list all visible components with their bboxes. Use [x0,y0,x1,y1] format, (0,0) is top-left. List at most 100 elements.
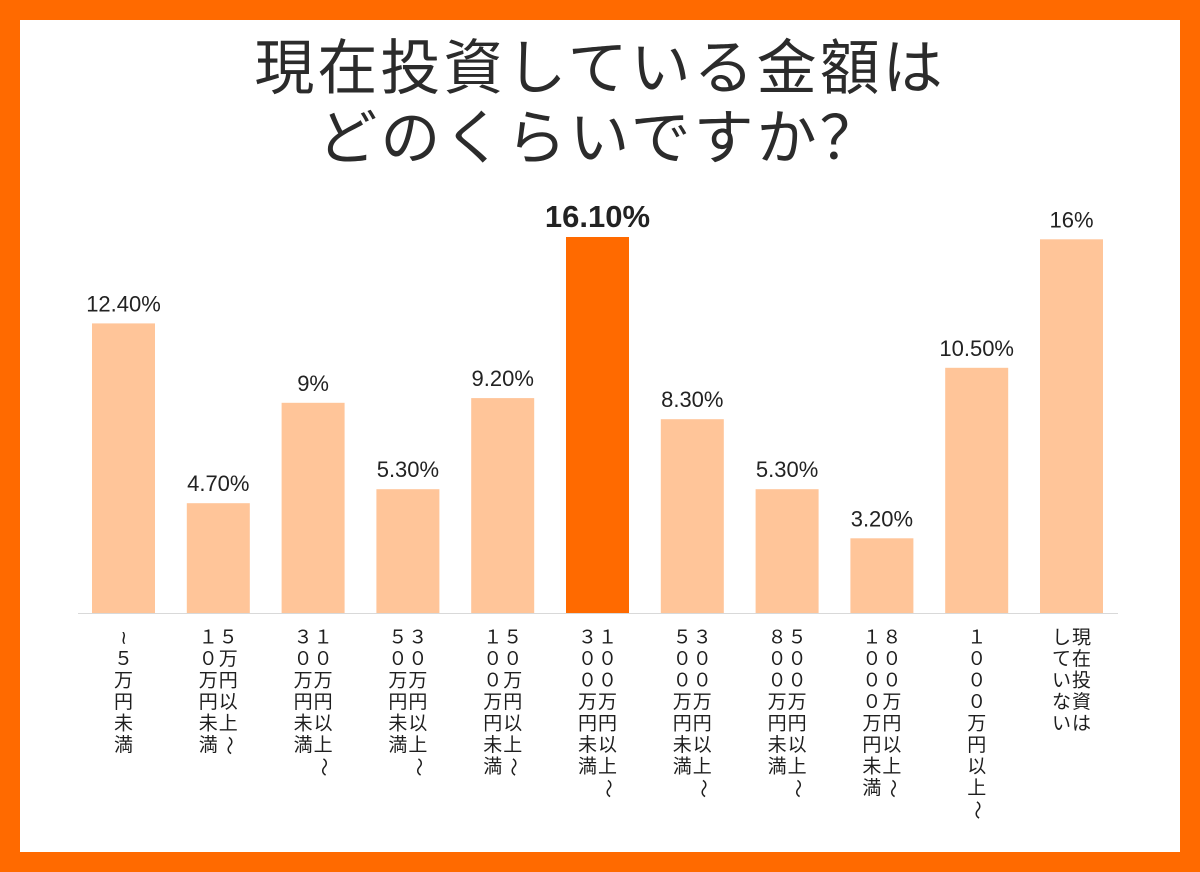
category-label-8-0-char-1: ０ [882,648,901,670]
category-label-5-1-char-6: 満 [578,756,597,778]
category-label-6-0-char-7: ～ [692,779,714,798]
category-label-1-0-char-2: 円 [219,670,238,692]
category-label-7-0-char-6: 上 [788,756,807,778]
category-label-3-0-char-6: ～ [407,757,429,776]
category-label-7-1-char-6: 満 [768,756,787,778]
bar-3 [376,489,440,613]
category-label-7-0-char-1: ０ [788,648,807,670]
category-label-8-0-char-7: ～ [881,779,903,798]
category-label-4-0-char-3: 円 [503,691,522,713]
category-label-10-0-char-1: 在 [1072,648,1091,670]
category-label-3-0-char-1: ０ [408,648,427,670]
category-label-7-0-char-0: ５ [788,627,807,649]
category-label-2-0-char-5: 上 [314,734,333,756]
category-label-0-0-char-2: 万 [114,670,133,692]
category-label-3-0-char-4: 以 [408,713,427,735]
category-label-4-1-char-1: ０ [483,648,502,670]
category-label-6-1-char-5: 未 [673,734,692,756]
category-label-7-1-char-5: 未 [768,734,787,756]
category-label-5-0-char-3: 万 [598,691,617,713]
category-label-5-1-char-5: 未 [578,734,597,756]
category-label-5-1-char-4: 円 [578,713,597,735]
category-label-3-1-char-0: ５ [388,627,407,649]
bar-9 [945,367,1009,613]
category-label-3-1-char-1: ０ [388,648,407,670]
data-label-10: 16% [1049,207,1093,232]
category-label-5-0-char-2: ０ [598,670,617,692]
data-label-1: 4.70% [187,471,249,496]
category-label-10-1-char-0: し [1052,627,1071,649]
category-label-10-0-char-0: 現 [1072,627,1091,649]
category-label-3-0-char-0: ３ [408,627,427,649]
category-label-9-0-char-3: ０ [967,691,986,713]
chart-title: 現在投資している金額は どのくらいですか？ [20,34,1180,174]
category-label-4-1-char-6: 満 [483,756,502,778]
category-label-7-1-char-1: ０ [768,648,787,670]
category-label-10-1-char-4: い [1052,713,1071,735]
category-label-8-1-char-6: 未 [862,756,881,778]
category-label-2-1-char-3: 円 [294,691,313,713]
category-label-5-1-char-3: 万 [578,691,597,713]
category-label-5-0-char-6: 上 [598,756,617,778]
category-label-1-1-char-0: １ [199,627,218,649]
category-label-10-0-char-3: 資 [1072,691,1091,713]
category-label-6-1-char-6: 満 [673,756,692,778]
category-label-4-1-char-4: 円 [483,713,502,735]
category-label-9-0-char-2: ０ [967,670,986,692]
category-label-6-0-char-2: ０ [693,670,712,692]
category-label-7-1-char-2: ０ [768,670,787,692]
category-label-1-0-char-5: ～ [218,736,240,755]
category-label-7-0-char-4: 円 [788,713,807,735]
bar-5 [566,237,629,613]
category-label-6-0-char-1: ０ [693,648,712,670]
bar-2 [281,402,345,613]
data-label-6: 8.30% [661,387,723,412]
data-label-9: 10.50% [939,336,1014,361]
category-label-2-1-char-0: ３ [294,627,313,649]
category-label-10-1-char-3: な [1052,691,1071,713]
category-label-9-0-char-4: 万 [967,713,986,735]
category-label-9-0-char-7: 上 [967,777,986,799]
category-label-6-0-char-5: 以 [693,734,712,756]
category-label-5-1-char-2: ０ [578,670,597,692]
bar-4 [471,398,535,613]
category-label-4-1-char-0: １ [483,627,502,649]
category-label-10-0-char-4: は [1072,713,1091,735]
category-label-2-0-char-3: 円 [314,691,333,713]
category-label-8-1-char-4: 万 [862,713,881,735]
data-label-3: 5.30% [377,457,439,482]
category-label-2-0-char-6: ～ [313,757,335,776]
data-label-2: 9% [297,371,329,396]
category-label-1-0-char-1: 万 [219,648,238,670]
category-label-2-1-char-2: 万 [294,670,313,692]
category-label-4-0-char-5: 上 [503,734,522,756]
category-label-8-0-char-3: 万 [882,691,901,713]
data-label-4: 9.20% [472,366,534,391]
category-label-8-1-char-3: ０ [862,691,881,713]
category-label-3-0-char-5: 上 [408,734,427,756]
category-label-6-1-char-2: ０ [673,670,692,692]
category-label-2-1-char-5: 満 [294,734,313,756]
category-label-5-1-char-0: ３ [578,627,597,649]
category-label-4-1-char-5: 未 [483,734,502,756]
category-label-3-1-char-5: 満 [388,734,407,756]
category-label-5-0-char-5: 以 [598,734,617,756]
category-label-6-0-char-3: 万 [693,691,712,713]
category-label-2-0-char-1: ０ [314,648,333,670]
category-label-8-0-char-0: ８ [882,627,901,649]
data-label-0: 12.40% [86,291,161,316]
category-label-4-1-char-3: 万 [483,691,502,713]
category-label-8-1-char-2: ０ [862,670,881,692]
category-label-8-0-char-6: 上 [882,756,901,778]
category-label-4-0-char-0: ５ [503,627,522,649]
category-label-2-1-char-1: ０ [294,648,313,670]
chart-title-line-1: 現在投資している金額は [254,34,946,104]
bar-0 [92,323,155,613]
category-label-7-1-char-0: ８ [768,627,787,649]
category-label-4-1-char-2: ０ [483,670,502,692]
category-label-6-0-char-0: ３ [693,627,712,649]
category-label-9-0-char-0: １ [967,627,986,649]
category-label-3-1-char-4: 未 [388,713,407,735]
category-label-9-0-char-8: ～ [966,800,988,819]
